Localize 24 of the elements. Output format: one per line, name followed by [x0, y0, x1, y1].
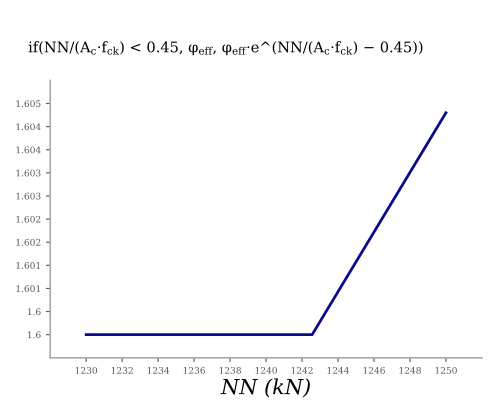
- y-tick-label: 1.6: [28, 308, 41, 316]
- x-tick-label: 1236: [184, 366, 206, 374]
- x-tick-label: 1232: [112, 366, 133, 374]
- x-tick-label: 1242: [292, 366, 313, 374]
- x-tick-label: 1238: [220, 366, 241, 374]
- y-tick-label: 1.6: [28, 331, 41, 338]
- y-tick-label: 1.602: [16, 216, 40, 223]
- text: if(NN/(A$_{c}$·f$_{ck}$) < 0.45, φ$_{eff}$, φ$_{eff}$·e^(NN/(A$_{c}$·f$_{ck}$) − 0.45)): [28, 41, 422, 56]
- y-tick-label: 1.601: [16, 285, 40, 292]
- x-tick-label: 1234: [148, 366, 170, 374]
- x-tick-label: 1240: [256, 366, 277, 374]
- y-tick-label: 1.604: [16, 146, 41, 154]
- x-axis-title: NN (kN): [220, 378, 310, 398]
- y-tick-label: 1.601: [16, 262, 40, 269]
- y-tick-label: 1.604: [16, 123, 41, 130]
- x-tick-label: 1230: [76, 366, 98, 374]
- y-tick-label: 1.603: [16, 192, 40, 200]
- y-tick-label: 1.603: [16, 170, 40, 176]
- y-tick-label: 1.605: [16, 100, 40, 108]
- x-tick-label: 1250: [436, 366, 457, 374]
- x-tick-label: 1248: [400, 366, 421, 374]
- y-tick-label: 1.602: [16, 238, 40, 246]
- x-tick-label: 1246: [364, 366, 385, 374]
- x-tick-label: 1244: [328, 366, 350, 374]
